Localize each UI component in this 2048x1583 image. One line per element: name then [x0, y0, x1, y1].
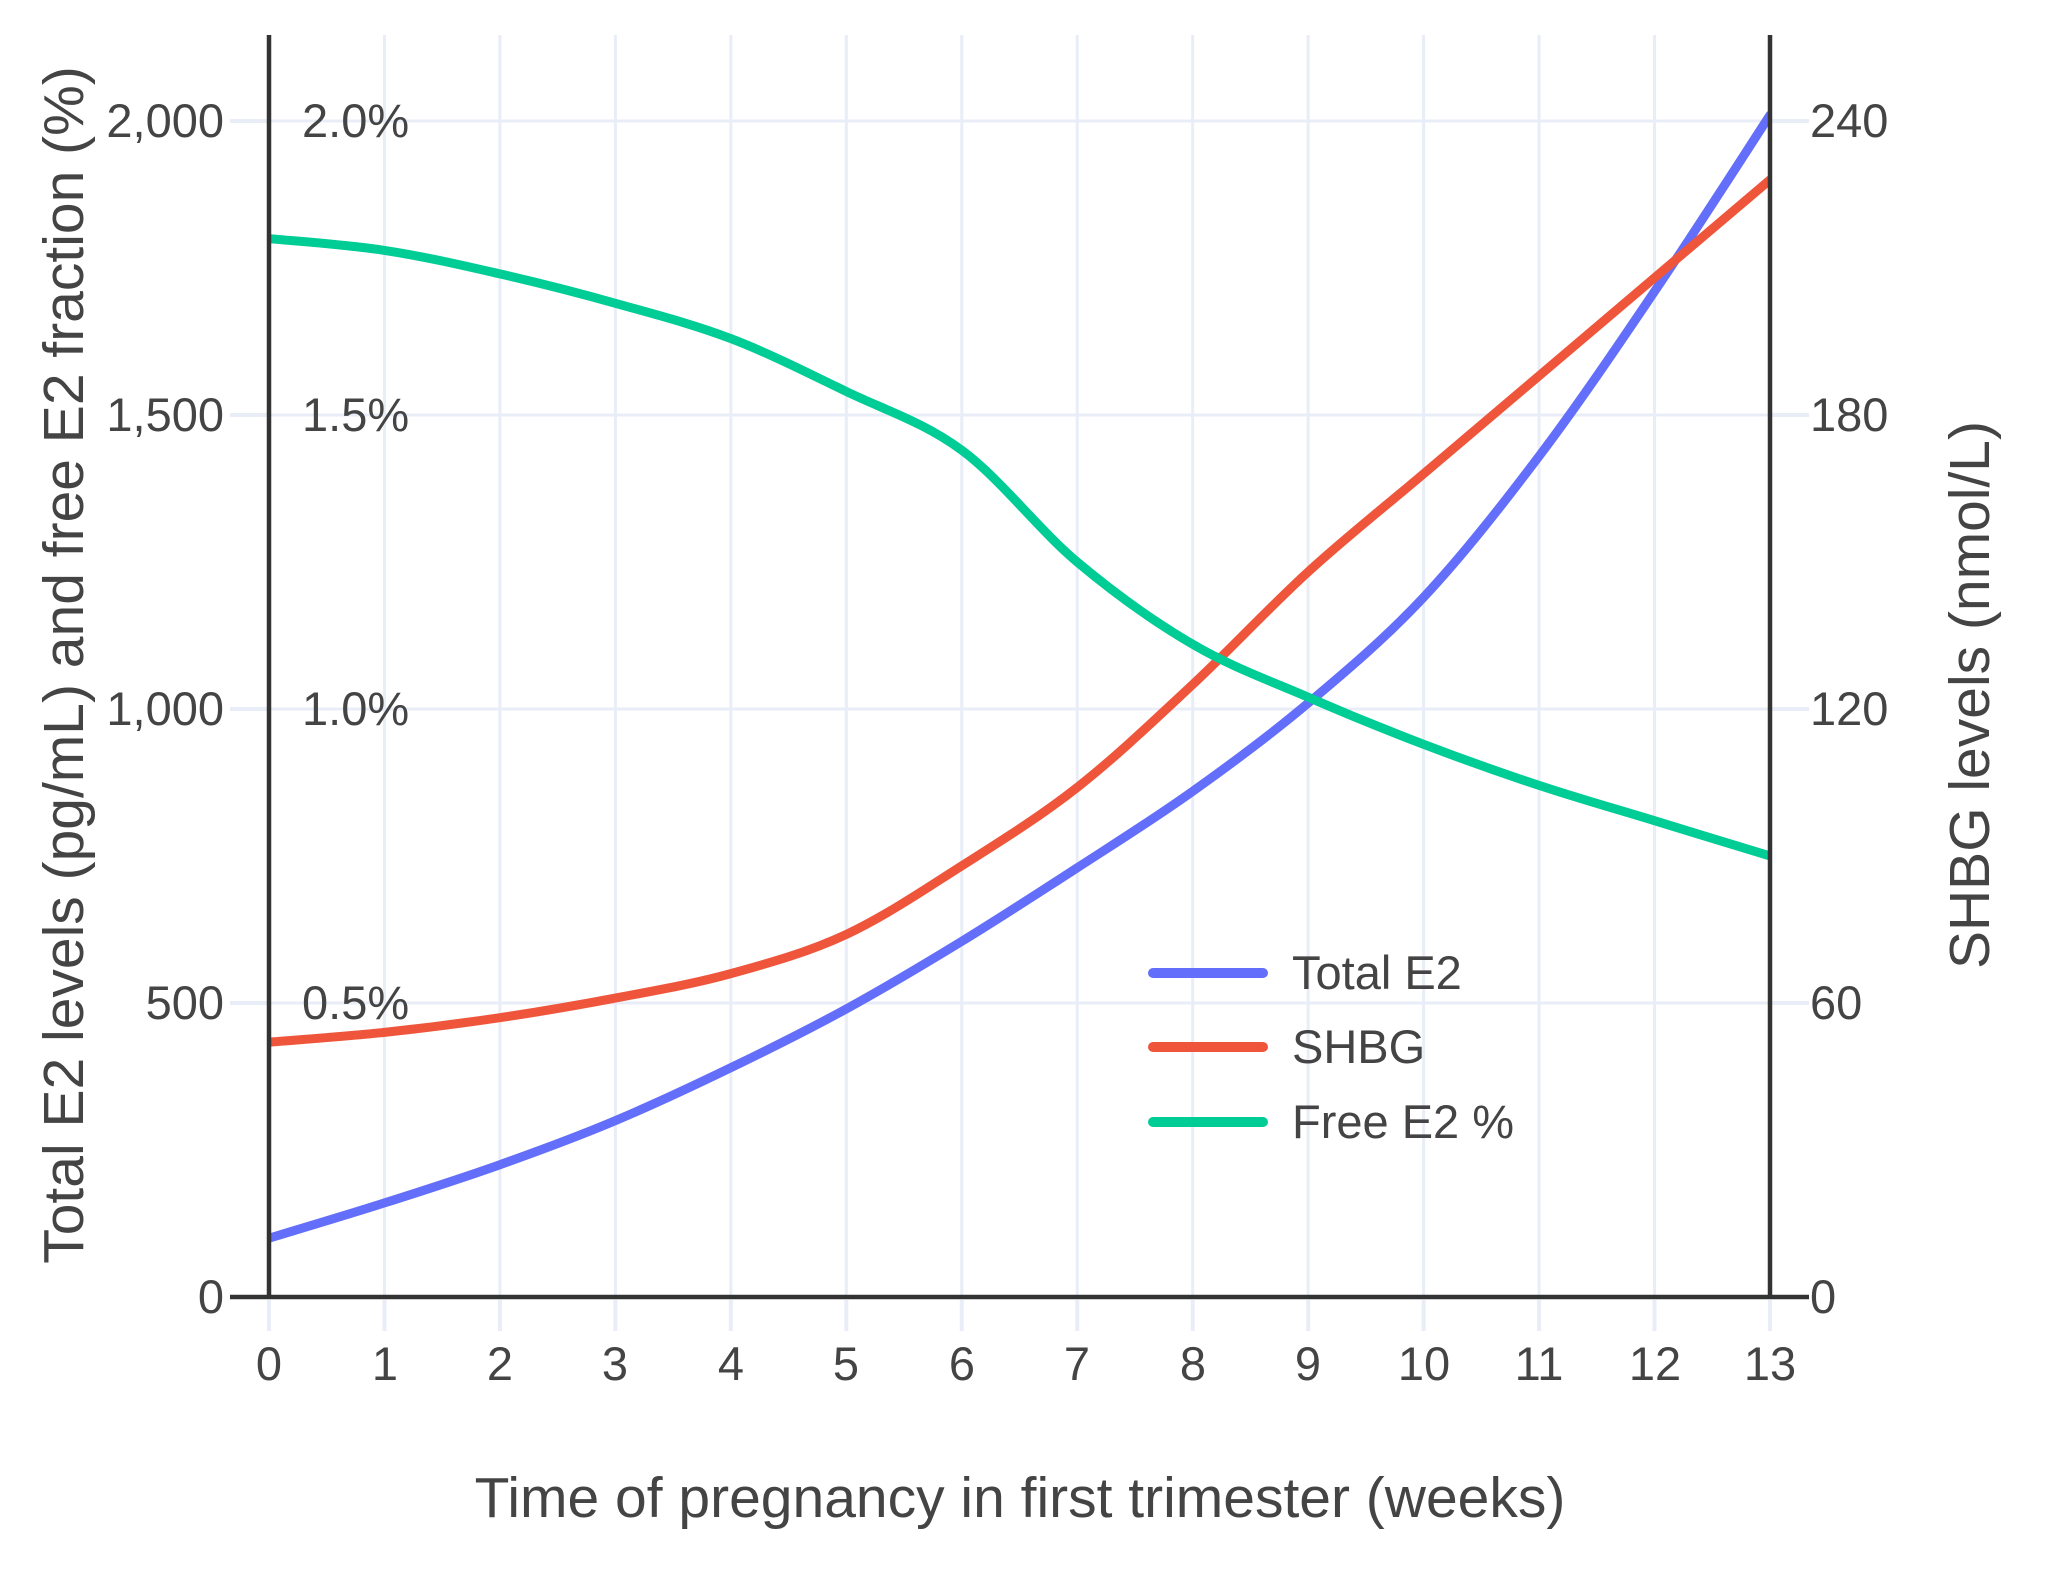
x-axis-tick: 5 — [832, 1337, 860, 1390]
right-axis-tick: 180 — [1810, 388, 1889, 441]
legend-line-swatch — [1148, 1117, 1268, 1127]
x-axis-tick: 3 — [601, 1337, 629, 1390]
percent-axis-tick: 0.5% — [302, 976, 410, 1029]
x-axis-tick: 0 — [255, 1337, 283, 1390]
percent-axis-tick: 1.5% — [302, 388, 410, 441]
left-axis-tick: 2,000 — [106, 94, 224, 147]
x-axis-tick: 1 — [371, 1337, 399, 1390]
right-axis-tick: 240 — [1810, 94, 1889, 147]
x-axis-tick: 4 — [717, 1337, 745, 1390]
percent-axis-tick: 1.0% — [302, 682, 410, 735]
x-axis-title: Time of pregnancy in first trimester (we… — [474, 1466, 1566, 1530]
right-axis-tick: 60 — [1810, 976, 1863, 1029]
legend-label: Total E2 — [1292, 946, 1462, 999]
x-axis-tick: 10 — [1397, 1337, 1451, 1390]
left-axis-tick: 1,000 — [106, 682, 224, 735]
x-axis-tick: 9 — [1294, 1337, 1322, 1390]
x-axis-tick: 8 — [1179, 1337, 1207, 1390]
left-axis-tick: 1,500 — [106, 388, 224, 441]
legend-line-swatch — [1148, 1042, 1268, 1052]
left-y-axis-title: Total E2 levels (pg/mL) and free E2 frac… — [32, 66, 96, 1264]
legend-line-swatch — [1148, 968, 1268, 978]
legend-label: SHBG — [1292, 1020, 1426, 1073]
right-axis-tick: 0 — [1810, 1270, 1837, 1323]
legend-label: Free E2 % — [1292, 1095, 1515, 1148]
x-axis-tick: 13 — [1743, 1337, 1797, 1390]
x-axis-tick: 2 — [486, 1337, 514, 1390]
x-axis-tick: 12 — [1628, 1337, 1682, 1390]
x-axis-tick: 7 — [1063, 1337, 1091, 1390]
percent-axis-tick: 2.0% — [302, 94, 410, 147]
left-axis-tick: 0 — [197, 1270, 224, 1323]
right-y-axis-title: SHBG levels (nmol/L) — [1938, 421, 2002, 969]
left-axis-tick: 500 — [145, 976, 224, 1029]
x-axis-tick: 11 — [1514, 1337, 1564, 1390]
right-axis-tick: 120 — [1810, 682, 1889, 735]
x-axis-tick: 6 — [948, 1337, 976, 1390]
